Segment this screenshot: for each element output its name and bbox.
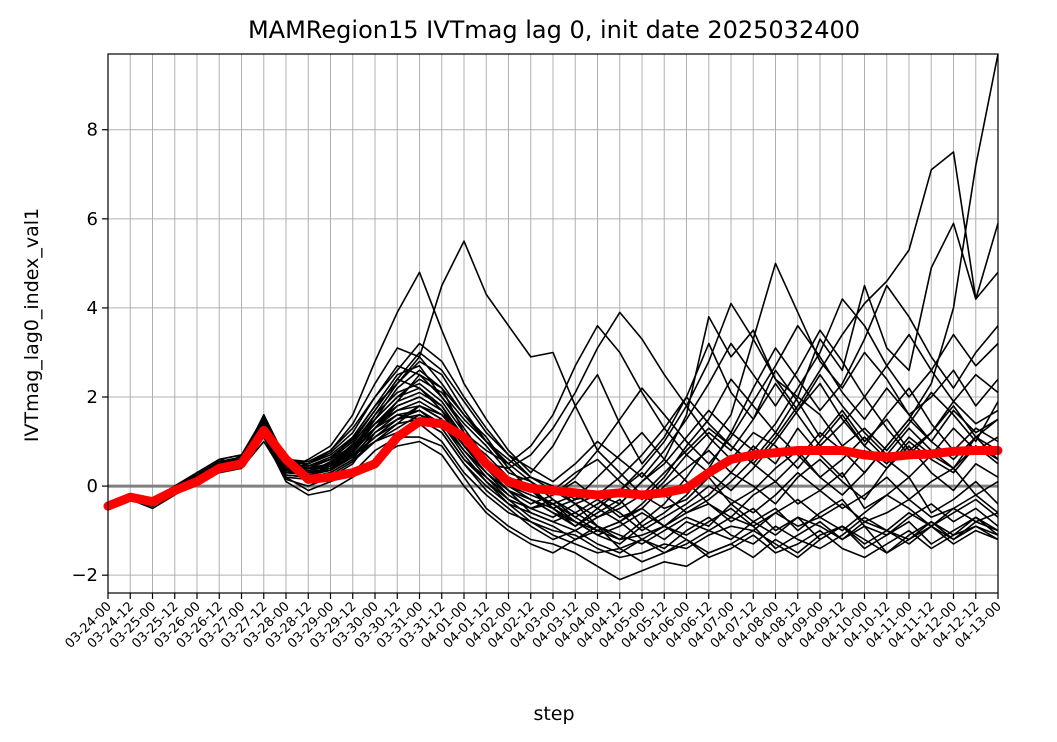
y-axis-label: IVTmag_lag0_index_val1 bbox=[21, 208, 43, 442]
member-line bbox=[107, 302, 999, 528]
x-axis-label: step bbox=[533, 703, 574, 725]
y-tick-label: 4 bbox=[87, 298, 98, 319]
member-line bbox=[107, 436, 999, 581]
x-axis-ticks: 03-24-0003-24-1203-25-0003-25-1203-26-00… bbox=[62, 593, 1005, 652]
y-tick-label: 0 bbox=[87, 476, 98, 497]
y-tick-label: 6 bbox=[87, 209, 98, 230]
y-tick-label: 8 bbox=[87, 120, 98, 141]
y-tick-label: −2 bbox=[71, 565, 98, 586]
ensemble-mean-group bbox=[103, 417, 1003, 511]
y-tick-label: 2 bbox=[87, 387, 98, 408]
chart-title: MAMRegion15 IVTmag lag 0, init date 2025… bbox=[248, 16, 860, 44]
y-axis-ticks: −2 0 2 4 6 8 bbox=[71, 120, 108, 586]
ensemble-mean-line bbox=[103, 417, 1003, 511]
